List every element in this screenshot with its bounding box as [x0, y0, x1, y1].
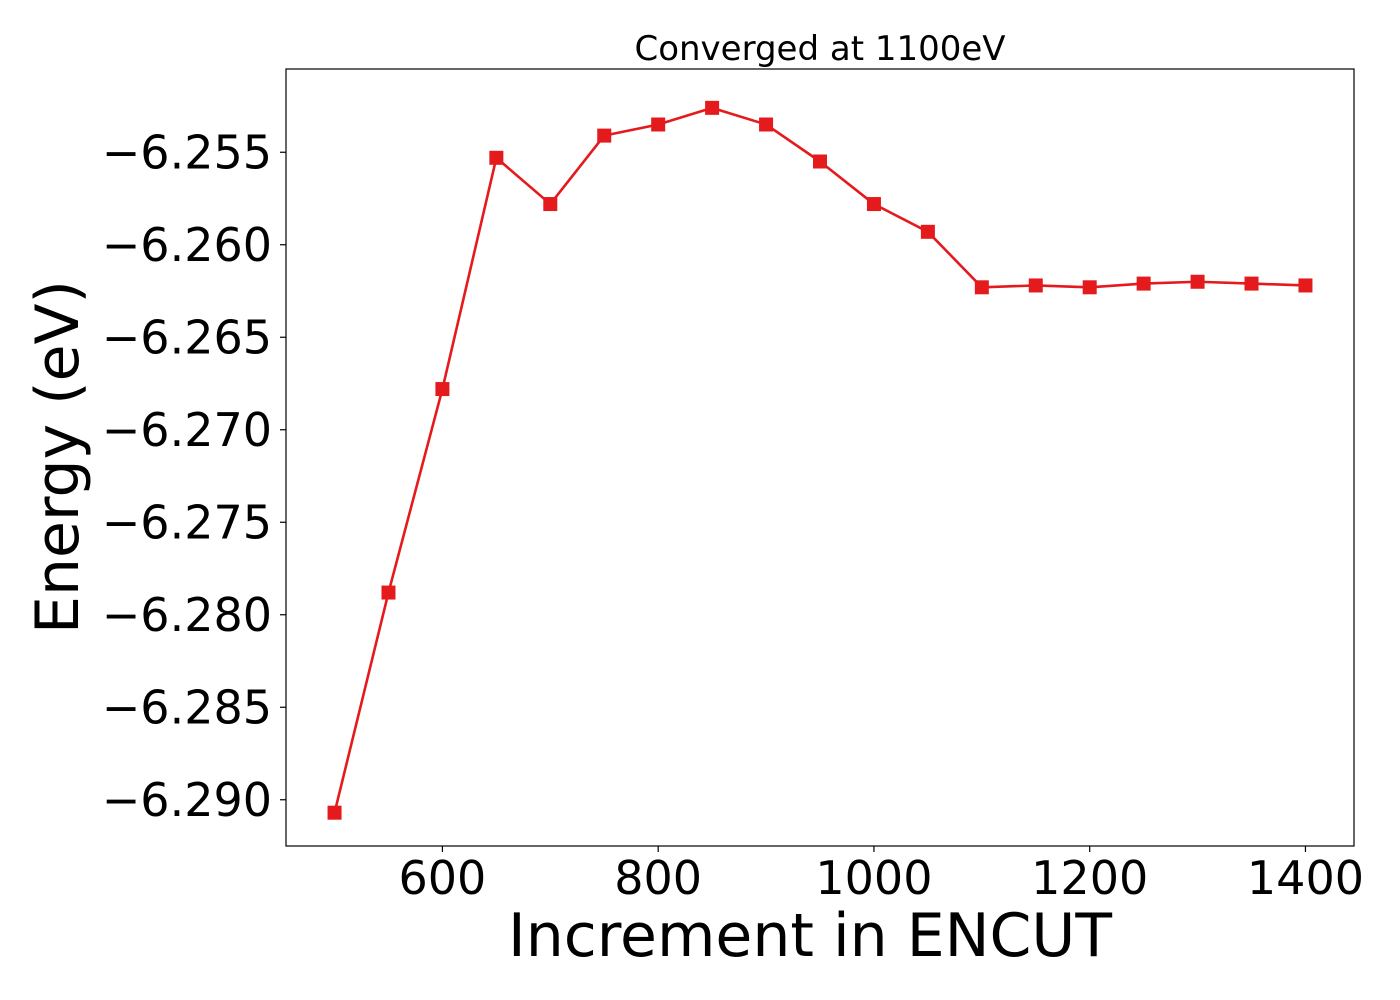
x-tick-label: 1400 — [1247, 851, 1364, 905]
data-point — [327, 805, 342, 820]
y-tick-label: −6.265 — [102, 310, 272, 364]
x-axis-label: Increment in ENCUT — [508, 901, 1112, 971]
y-axis: −6.290 −6.285 −6.280 −6.275 −6.270 −6.265 −6.2… — [102, 125, 286, 827]
y-tick-label: −6.290 — [102, 773, 272, 827]
chart-title: Converged at 1100eV — [634, 29, 1005, 69]
data-point — [435, 382, 450, 397]
data-point — [705, 100, 720, 115]
data-point — [974, 280, 989, 295]
data-point — [1244, 276, 1259, 291]
data-point — [1190, 274, 1205, 289]
data-point — [920, 224, 935, 239]
y-tick-label: −6.260 — [102, 218, 272, 272]
x-tick-label: 800 — [614, 851, 702, 905]
data-point — [489, 150, 504, 165]
y-tick-label: −6.285 — [102, 680, 272, 734]
data-point — [651, 117, 666, 132]
data-point — [759, 117, 774, 132]
y-tick-label: −6.275 — [102, 495, 272, 549]
x-tick-label: 600 — [399, 851, 487, 905]
data-point — [813, 154, 827, 169]
plot-area — [285, 68, 1355, 847]
x-axis: 600 800 1000 1200 1400 — [399, 846, 1364, 905]
x-tick-label: 1000 — [815, 851, 932, 905]
data-point — [866, 197, 881, 212]
data-point — [1136, 276, 1151, 291]
y-axis-label: Energy (eV) — [23, 280, 93, 634]
y-tick-label: −6.270 — [102, 403, 272, 457]
x-tick-label: 1200 — [1031, 851, 1148, 905]
data-point — [381, 585, 396, 600]
y-tick-label: −6.280 — [102, 588, 272, 642]
axes-frame — [285, 68, 1355, 847]
data-point — [1082, 280, 1097, 295]
y-tick-label: −6.255 — [102, 125, 272, 179]
data-point — [543, 197, 558, 212]
data-point — [597, 128, 612, 143]
data-point — [1298, 278, 1313, 293]
data-point — [1028, 278, 1043, 293]
